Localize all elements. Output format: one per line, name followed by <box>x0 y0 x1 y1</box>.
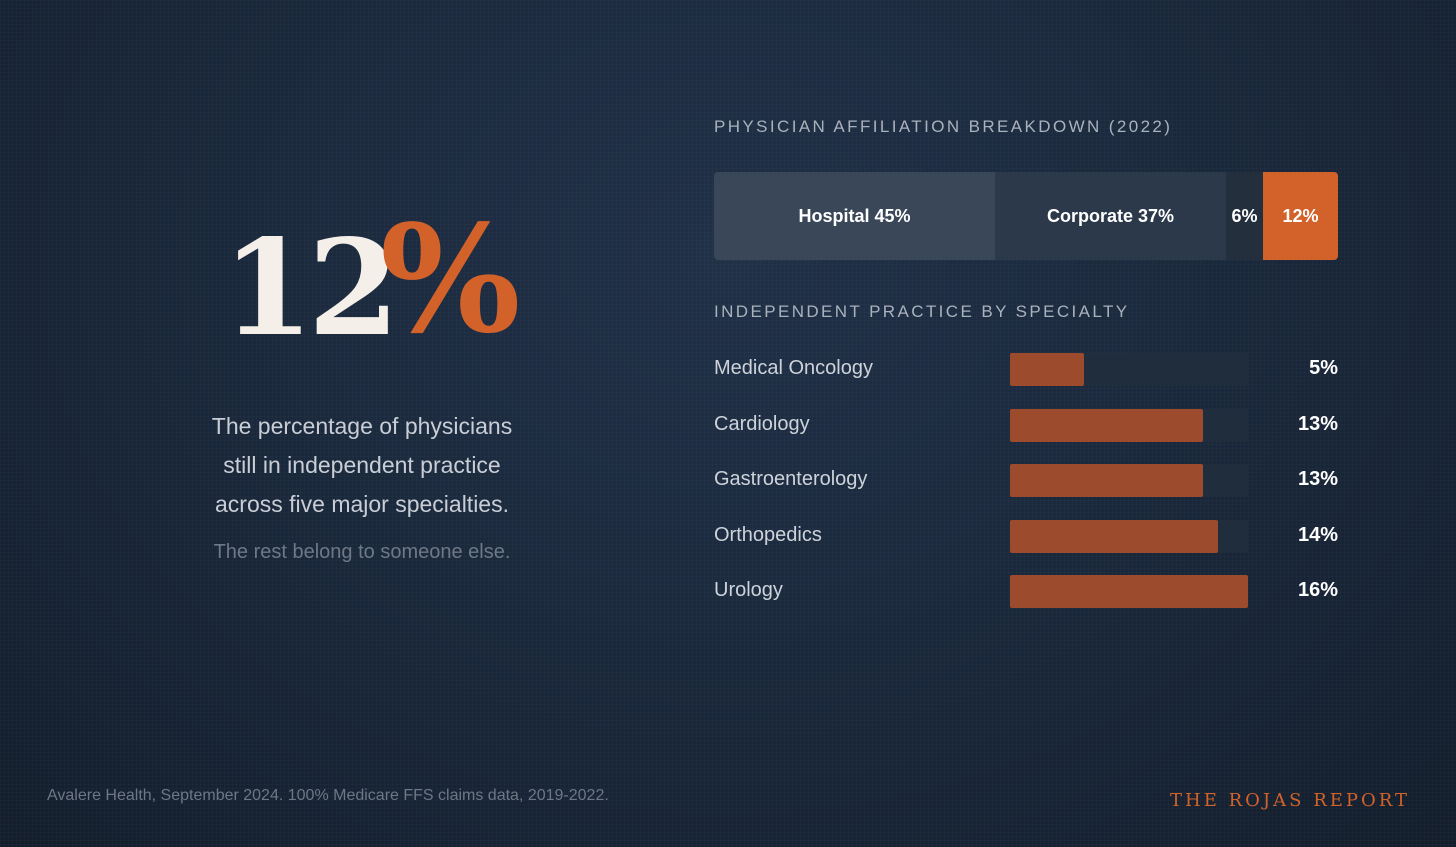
specialty-label: Gastroenterology <box>714 468 868 490</box>
source-note: Avalere Health, September 2024. 100% Med… <box>47 787 609 804</box>
specialty-row: Gastroenterology 13% <box>714 464 1338 498</box>
hero-subtext: The rest belong to someone else. <box>213 541 511 563</box>
specialty-row: Orthopedics 14% <box>714 520 1338 554</box>
bar-fill <box>1010 353 1084 386</box>
specialty-label: Cardiology <box>714 413 810 435</box>
stack-segment: 6% <box>1226 172 1263 260</box>
specialty-value-label: 16% <box>1297 579 1338 601</box>
hero-percent-sign: % <box>380 192 521 366</box>
specialty-label: Medical Oncology <box>714 357 873 379</box>
specialty-value-label: 14% <box>1297 524 1338 546</box>
specialty-value-label: 13% <box>1297 413 1338 435</box>
bar-track <box>1010 520 1248 553</box>
bar-fill <box>1010 575 1248 608</box>
specialty-row: Medical Oncology 5% <box>714 353 1338 387</box>
specialty-value-label: 13% <box>1297 468 1338 490</box>
hero-description: The percentage of physicians still in in… <box>130 407 594 524</box>
bar-track <box>1010 409 1248 442</box>
brand-logo: THE ROJAS REPORT <box>1170 790 1410 811</box>
bar-track <box>1010 353 1248 386</box>
stack-segment-label: 6% <box>1231 205 1258 226</box>
affiliation-chart-title: PHYSICIAN AFFILIATION BREAKDOWN (2022) <box>714 117 1173 136</box>
description-line: The percentage of physicians <box>211 413 513 439</box>
description-line: across five major specialties. <box>215 491 509 517</box>
specialty-label: Urology <box>714 579 783 601</box>
bar-fill <box>1010 409 1203 442</box>
specialty-value-label: 5% <box>1309 357 1338 379</box>
specialty-row: Urology 16% <box>714 575 1338 609</box>
bar-track <box>1010 464 1248 497</box>
stack-segment-label: Corporate 37% <box>1046 205 1175 226</box>
stack-segment-label: 12% <box>1282 205 1319 226</box>
specialty-row: Cardiology 13% <box>714 409 1338 443</box>
bar-fill <box>1010 520 1218 553</box>
stack-segment-label: Hospital 45% <box>798 205 911 226</box>
stack-segment: Corporate 37% <box>995 172 1226 260</box>
bar-fill <box>1010 464 1203 497</box>
stack-segment: 12% <box>1263 172 1338 260</box>
stack-segment: Hospital 45% <box>714 172 995 260</box>
specialty-chart-title: INDEPENDENT PRACTICE BY SPECIALTY <box>714 302 1130 321</box>
hero-number: 12 <box>222 211 400 366</box>
specialty-label: Orthopedics <box>714 524 822 546</box>
affiliation-stacked-bar: Hospital 45% Corporate 37% 6% 12% <box>714 172 1338 260</box>
description-line: still in independent practice <box>223 452 501 478</box>
bar-track <box>1010 575 1248 608</box>
